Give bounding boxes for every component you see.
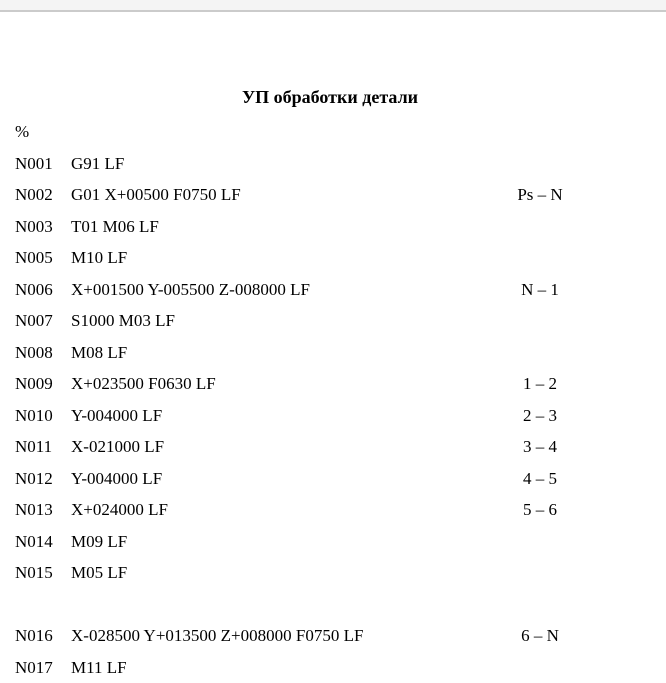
program-start-row: % (15, 116, 666, 148)
program-line: N011 X-021000 LF 3 – 4 (15, 431, 666, 463)
program-line: N001 G91 LF (15, 148, 666, 180)
block-number: N008 (15, 337, 71, 369)
program-listing: % N001 G91 LF N002 G01 X+00500 F0750 LF … (15, 116, 666, 683)
program-line: N010 Y-004000 LF 2 – 3 (15, 400, 666, 432)
path-segment-note: Ps – N (500, 179, 580, 211)
block-number: N005 (15, 242, 71, 274)
block-code: T01 M06 LF (71, 211, 666, 243)
path-segment-note: 4 – 5 (500, 463, 580, 495)
program-line: N012 Y-004000 LF 4 – 5 (15, 463, 666, 495)
program-line: N014 M09 LF (15, 526, 666, 558)
program-start-symbol: % (15, 116, 71, 148)
block-number: N016 (15, 620, 71, 652)
blank-line (15, 589, 666, 621)
block-number: N014 (15, 526, 71, 558)
block-number: N006 (15, 274, 71, 306)
block-code: M11 LF (71, 652, 666, 683)
block-code: S1000 M03 LF (71, 305, 666, 337)
path-segment-note: 6 – N (500, 620, 580, 652)
block-number: N012 (15, 463, 71, 495)
path-segment-note: 1 – 2 (500, 368, 580, 400)
block-number: N009 (15, 368, 71, 400)
block-code: M09 LF (71, 526, 666, 558)
program-line: N006 X+001500 Y-005500 Z-008000 LF N – 1 (15, 274, 666, 306)
program-line: N008 M08 LF (15, 337, 666, 369)
program-line: N007 S1000 M03 LF (15, 305, 666, 337)
block-number: N003 (15, 211, 71, 243)
program-line: N009 X+023500 F0630 LF 1 – 2 (15, 368, 666, 400)
block-code: M10 LF (71, 242, 666, 274)
document-page: УП обработки детали % N001 G91 LF N002 G… (0, 81, 666, 683)
program-line: N017 M11 LF (15, 652, 666, 683)
block-number: N015 (15, 557, 71, 589)
block-code: M05 LF (71, 557, 666, 589)
block-code: M08 LF (71, 337, 666, 369)
block-number: N010 (15, 400, 71, 432)
program-line: N015 M05 LF (15, 557, 666, 589)
block-number: N002 (15, 179, 71, 211)
path-segment-note: 3 – 4 (500, 431, 580, 463)
block-code: G91 LF (71, 148, 666, 180)
path-segment-note: N – 1 (500, 274, 580, 306)
page-title: УП обработки детали (15, 81, 645, 113)
block-number: N011 (15, 431, 71, 463)
program-line: N003 T01 M06 LF (15, 211, 666, 243)
window-top-edge (0, 0, 666, 12)
block-number: N001 (15, 148, 71, 180)
path-segment-note: 5 – 6 (500, 494, 580, 526)
block-number: N007 (15, 305, 71, 337)
block-number: N017 (15, 652, 71, 683)
program-line: N013 X+024000 LF 5 – 6 (15, 494, 666, 526)
block-number: N013 (15, 494, 71, 526)
program-line: N005 M10 LF (15, 242, 666, 274)
path-segment-note: 2 – 3 (500, 400, 580, 432)
program-line: N016 X-028500 Y+013500 Z+008000 F0750 LF… (15, 620, 666, 652)
program-line: N002 G01 X+00500 F0750 LF Ps – N (15, 179, 666, 211)
